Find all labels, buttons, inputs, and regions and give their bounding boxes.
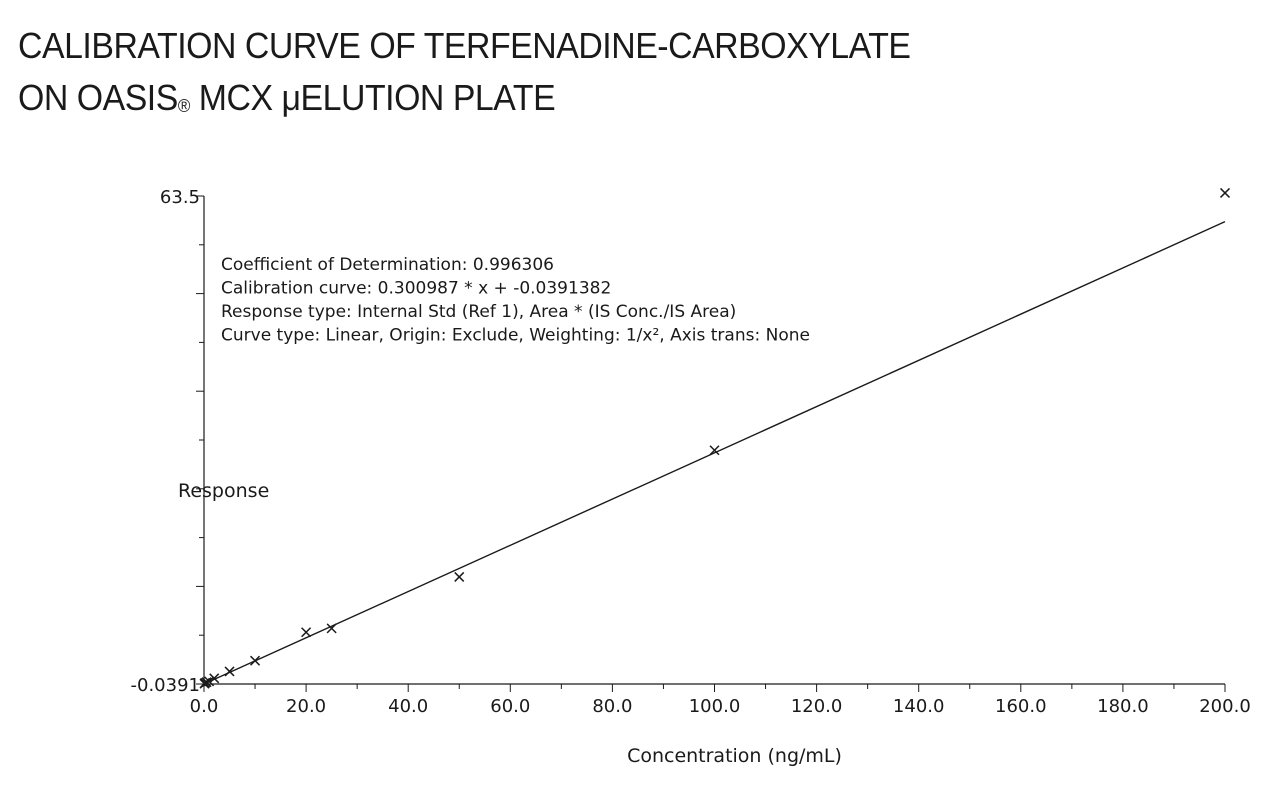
- x-tick-label: 80.0: [592, 696, 632, 717]
- data-point-marker: [224, 666, 235, 677]
- x-tick-label: 200.0: [1199, 696, 1251, 717]
- data-point-marker: [209, 673, 220, 684]
- chart-title: CALIBRATION CURVE OF TERFENADINE-CARBOXY…: [18, 20, 911, 124]
- chart-title-line-1: CALIBRATION CURVE OF TERFENADINE-CARBOXY…: [18, 25, 911, 66]
- chart-title-line-2-prefix: ON OASIS: [18, 77, 178, 118]
- marker-stroke: [224, 666, 235, 677]
- registered-mark: ®: [177, 96, 190, 116]
- data-points: [199, 187, 1231, 689]
- y-axis-label: Response: [178, 480, 269, 502]
- x-tick-label: 100.0: [689, 696, 741, 717]
- axis-labels: Response Concentration (ng/mL): [178, 480, 842, 767]
- annotation-line: Calibration curve: 0.300987 * x + -0.039…: [221, 279, 611, 299]
- x-tick-label: 60.0: [490, 696, 530, 717]
- data-point-marker: [201, 677, 212, 688]
- x-tick-label: 180.0: [1097, 696, 1149, 717]
- marker-stroke: [1219, 187, 1231, 198]
- data-point-marker: [1219, 187, 1231, 198]
- data-point-marker: [250, 655, 261, 666]
- x-tick-label: 40.0: [388, 696, 428, 717]
- data-point-marker: [326, 623, 337, 634]
- x-tick-label: 20.0: [286, 696, 326, 717]
- x-tick-label: 160.0: [995, 696, 1047, 717]
- x-tick-label: 0.0: [190, 696, 219, 717]
- marker-stroke: [204, 676, 215, 687]
- annotation-block: Coefficient of Determination: 0.996306 Ca…: [221, 255, 810, 346]
- data-point-marker: [204, 676, 215, 687]
- x-axis-label: Concentration (ng/mL): [627, 745, 842, 767]
- calibration-fit-line: [203, 221, 1226, 685]
- annotation-line: Response type: Internal Std (Ref 1), Are…: [221, 302, 736, 322]
- marker-stroke: [201, 677, 212, 688]
- y-tick-label-min: -0.0391: [131, 675, 200, 696]
- data-point-marker: [709, 445, 720, 456]
- marker-stroke: [326, 623, 337, 634]
- marker-stroke: [209, 673, 220, 684]
- marker-stroke: [454, 571, 465, 582]
- fit-line-group: [203, 221, 1226, 685]
- data-point-marker: [454, 571, 465, 582]
- y-tick-label-max: 63.5: [160, 187, 200, 208]
- marker-stroke: [709, 445, 720, 456]
- chart-title-line-2: ON OASIS® MCX μELUTION PLATE: [18, 72, 911, 124]
- annotation-line: Coefficient of Determination: 0.996306: [221, 255, 554, 275]
- chart-title-line-2-suffix: MCX μELUTION PLATE: [189, 77, 556, 118]
- x-tick-label: 140.0: [893, 696, 945, 717]
- marker-stroke: [250, 655, 261, 666]
- data-point-marker: [301, 627, 312, 638]
- chart-ticks: 0.0 20.0 40.0 60.0 80.0 100.0 120.0 140.0 160.0 1…: [131, 187, 1251, 717]
- marker-stroke: [301, 627, 312, 638]
- annotation-line: Curve type: Linear, Origin: Exclude, Wei…: [221, 326, 810, 346]
- x-tick-label: 120.0: [791, 696, 843, 717]
